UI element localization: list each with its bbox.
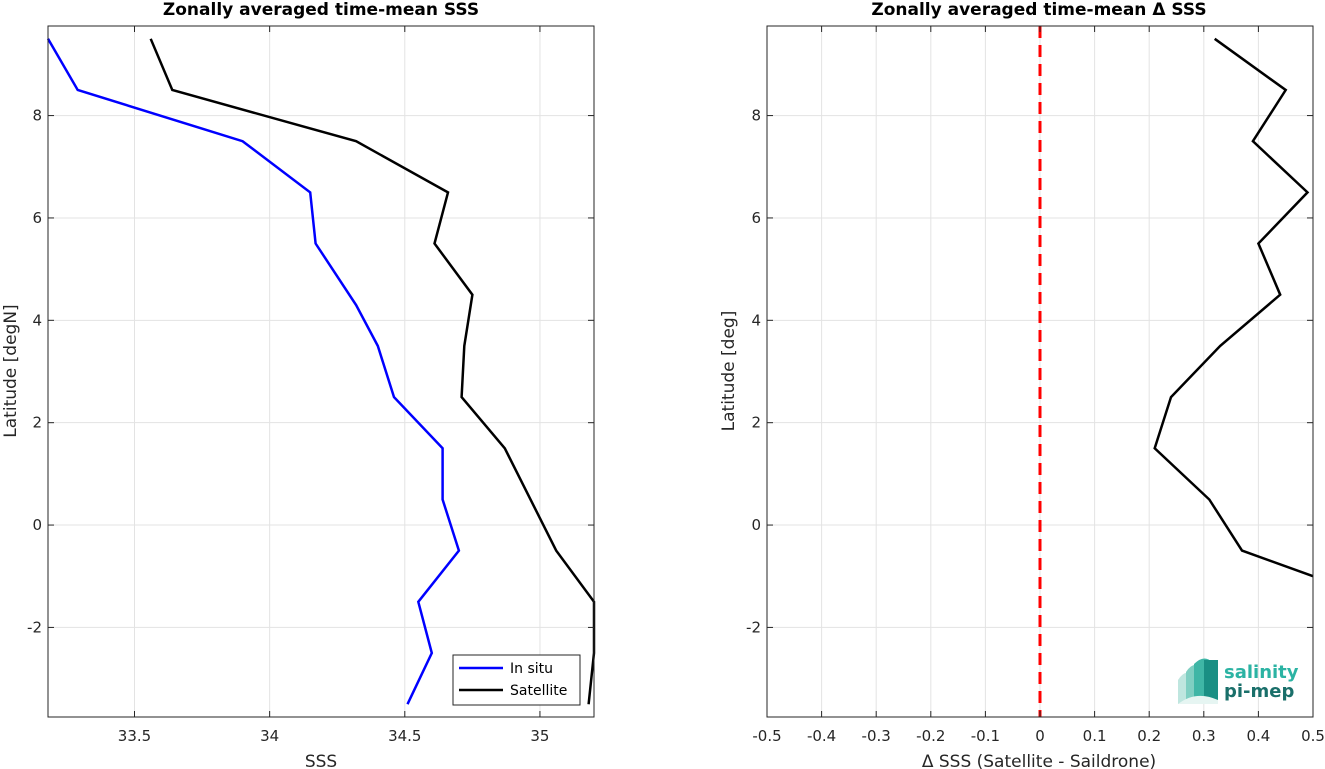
y-tick-label: 8	[751, 107, 761, 125]
series-layer	[46, 38, 596, 705]
salinity-pi-mep-logo: salinity pi-mep	[1178, 658, 1299, 704]
y-tick-label: 6	[751, 209, 761, 227]
x-tick-label: -0.4	[807, 727, 836, 745]
series-layer	[1153, 37, 1314, 578]
legend-box	[452, 654, 581, 706]
grid-lines	[48, 26, 594, 717]
panel-sss: 33.5 34 34.5 35 -2 0 2 4 6 8 Zonally averaged tim…	[1, 0, 596, 769]
y-tick-label: -2	[746, 618, 761, 636]
y-tick-label: 8	[32, 107, 42, 125]
x-tick-label: 34	[260, 727, 279, 745]
y-tick-label: 6	[32, 209, 42, 227]
y-tick-label: 4	[751, 311, 761, 329]
logo-text-line1: salinity	[1224, 662, 1299, 683]
x-axis-label: Δ SSS (Satellite - Saildrone)	[922, 752, 1156, 769]
x-tick-label: 0.1	[1083, 727, 1107, 745]
y-tick-label: 2	[32, 414, 42, 432]
panel-delta-sss: -0.5 -0.4 -0.3 -0.2 -0.1 0 0.1 0.2 0.3 0.4 0.5 -2 0 2…	[719, 0, 1325, 769]
wave-logo-icon	[1178, 658, 1218, 704]
x-tick-label: -0.5	[752, 727, 781, 745]
y-axis-label: Latitude [deg]	[719, 311, 739, 432]
x-tick-label: -0.2	[916, 727, 945, 745]
x-tick-label: 0.5	[1301, 727, 1325, 745]
legend-label-satellite: Satellite	[510, 683, 567, 699]
chart-title: Zonally averaged time-mean SSS	[163, 0, 479, 20]
series-line-series-0	[1153, 37, 1314, 578]
y-tick-label: 2	[751, 414, 761, 432]
legend-label-in-situ: In situ	[510, 661, 553, 677]
x-tick-label: -0.1	[971, 727, 1000, 745]
axes-frame	[47, 25, 595, 718]
series-line-satellite	[149, 38, 596, 705]
y-tick-label: 0	[32, 516, 42, 534]
series-line-in-situ	[46, 38, 461, 705]
x-tick-label: 0.3	[1192, 727, 1216, 745]
legend: In situ Satellite	[452, 654, 581, 706]
x-tick-label: 35	[530, 727, 549, 745]
y-tick-label: 4	[32, 311, 42, 329]
x-tick-label: 34.5	[388, 727, 421, 745]
tick-layer: -0.5 -0.4 -0.3 -0.2 -0.1 0 0.1 0.2 0.3 0.4 0.5 -2 0 2…	[746, 26, 1325, 745]
y-tick-label: 0	[751, 516, 761, 534]
y-axis-label: Latitude [degN]	[1, 304, 21, 437]
x-tick-label: 0.2	[1137, 727, 1161, 745]
x-axis-label: SSS	[305, 752, 337, 769]
x-tick-label: 0.4	[1246, 727, 1270, 745]
x-tick-label: 33.5	[118, 727, 151, 745]
chart-title: Zonally averaged time-mean Δ SSS	[871, 0, 1206, 20]
logo-text-line2: pi-mep	[1224, 681, 1294, 702]
x-tick-label: 0	[1035, 727, 1045, 745]
x-tick-label: -0.3	[862, 727, 891, 745]
y-tick-label: -2	[27, 618, 42, 636]
tick-layer: 33.5 34 34.5 35 -2 0 2 4 6 8	[27, 26, 594, 745]
